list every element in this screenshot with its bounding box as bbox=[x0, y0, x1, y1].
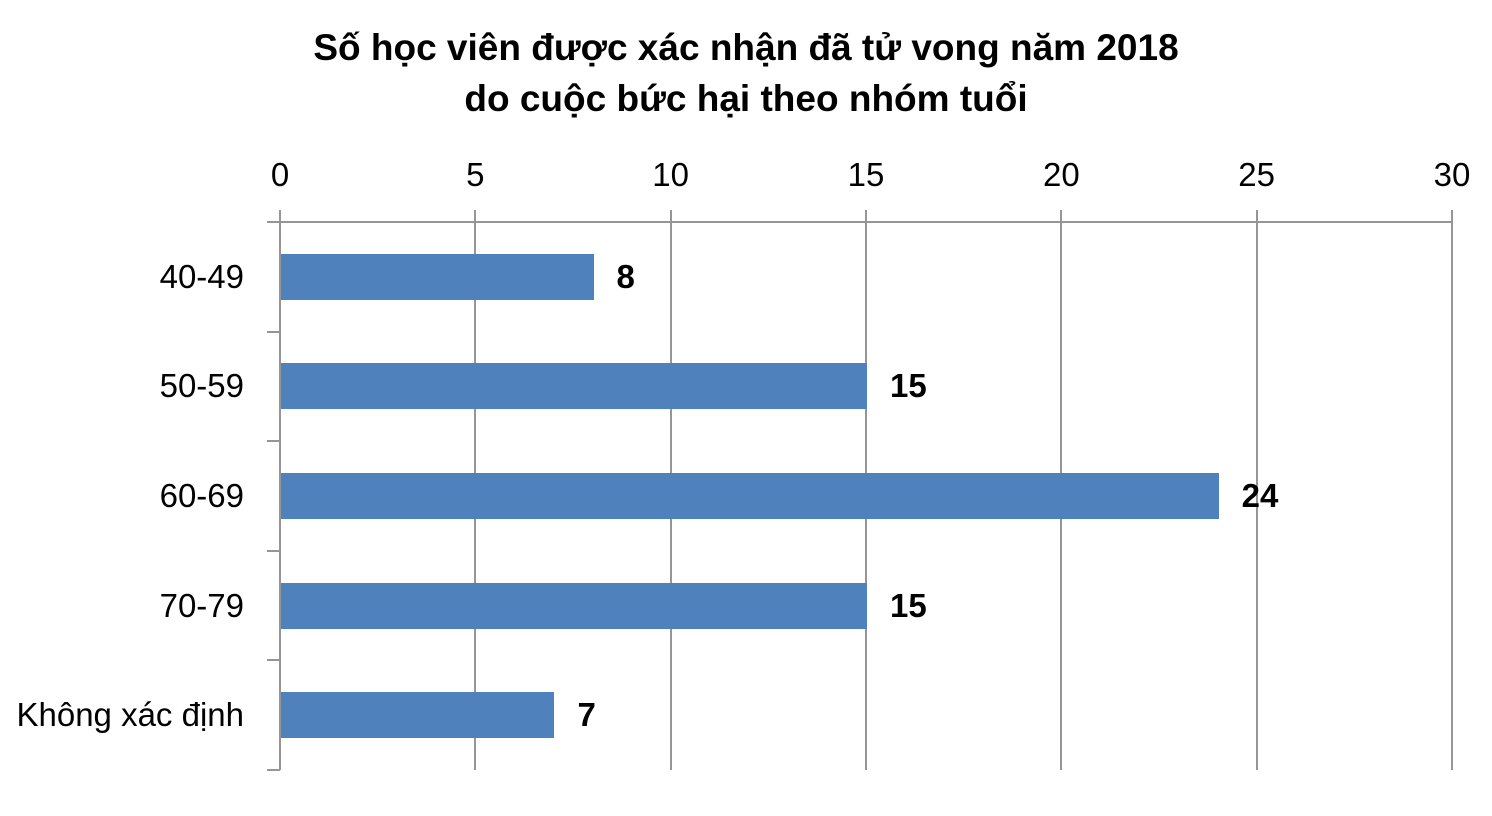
bar bbox=[281, 473, 1219, 519]
y-axis-tick bbox=[267, 549, 280, 552]
bar-value-label: 24 bbox=[1241, 477, 1279, 514]
y-axis-category-label: 60-69 bbox=[159, 477, 244, 514]
x-axis-tick-label: 30 bbox=[1433, 156, 1471, 193]
y-axis-tick bbox=[267, 659, 280, 662]
y-axis-category-label: 40-49 bbox=[159, 257, 244, 295]
gridline bbox=[1451, 210, 1453, 770]
bar bbox=[281, 253, 594, 300]
bar-value-label: 8 bbox=[616, 257, 635, 295]
y-axis-category-label: 50-59 bbox=[159, 367, 244, 405]
x-axis-tick-label: 15 bbox=[847, 156, 885, 193]
y-axis-tick bbox=[267, 221, 280, 223]
x-axis-tick-label: 20 bbox=[1042, 156, 1080, 193]
bar bbox=[281, 692, 555, 739]
x-axis-line bbox=[279, 221, 1453, 223]
gridline bbox=[1255, 210, 1258, 770]
y-axis-category-label: 70-79 bbox=[159, 586, 244, 624]
chart-title-line-1: Số học viên được xác nhận đã tử vong năm… bbox=[313, 27, 1179, 68]
x-axis-tick-label: 10 bbox=[652, 156, 690, 193]
y-axis-tick bbox=[267, 769, 280, 771]
y-axis-category-label: Không xác định bbox=[16, 696, 244, 734]
bar-value-label: 7 bbox=[577, 696, 596, 734]
y-axis-tick bbox=[267, 440, 280, 443]
x-axis-tick-label: 5 bbox=[466, 156, 485, 193]
y-axis-line bbox=[279, 210, 281, 770]
x-axis-tick-label: 25 bbox=[1238, 156, 1276, 193]
x-axis-tick-label: 0 bbox=[270, 156, 290, 193]
chart-title-line-2: do cuộc bức hại theo nhóm tuổi bbox=[464, 78, 1028, 119]
bar-value-label: 15 bbox=[890, 367, 927, 405]
bar bbox=[281, 582, 867, 629]
y-axis-tick bbox=[267, 330, 280, 333]
bar-value-label: 15 bbox=[890, 586, 927, 624]
chart-title: Số học viên được xác nhận đã tử vong năm… bbox=[0, 22, 1492, 124]
bar bbox=[281, 363, 867, 410]
